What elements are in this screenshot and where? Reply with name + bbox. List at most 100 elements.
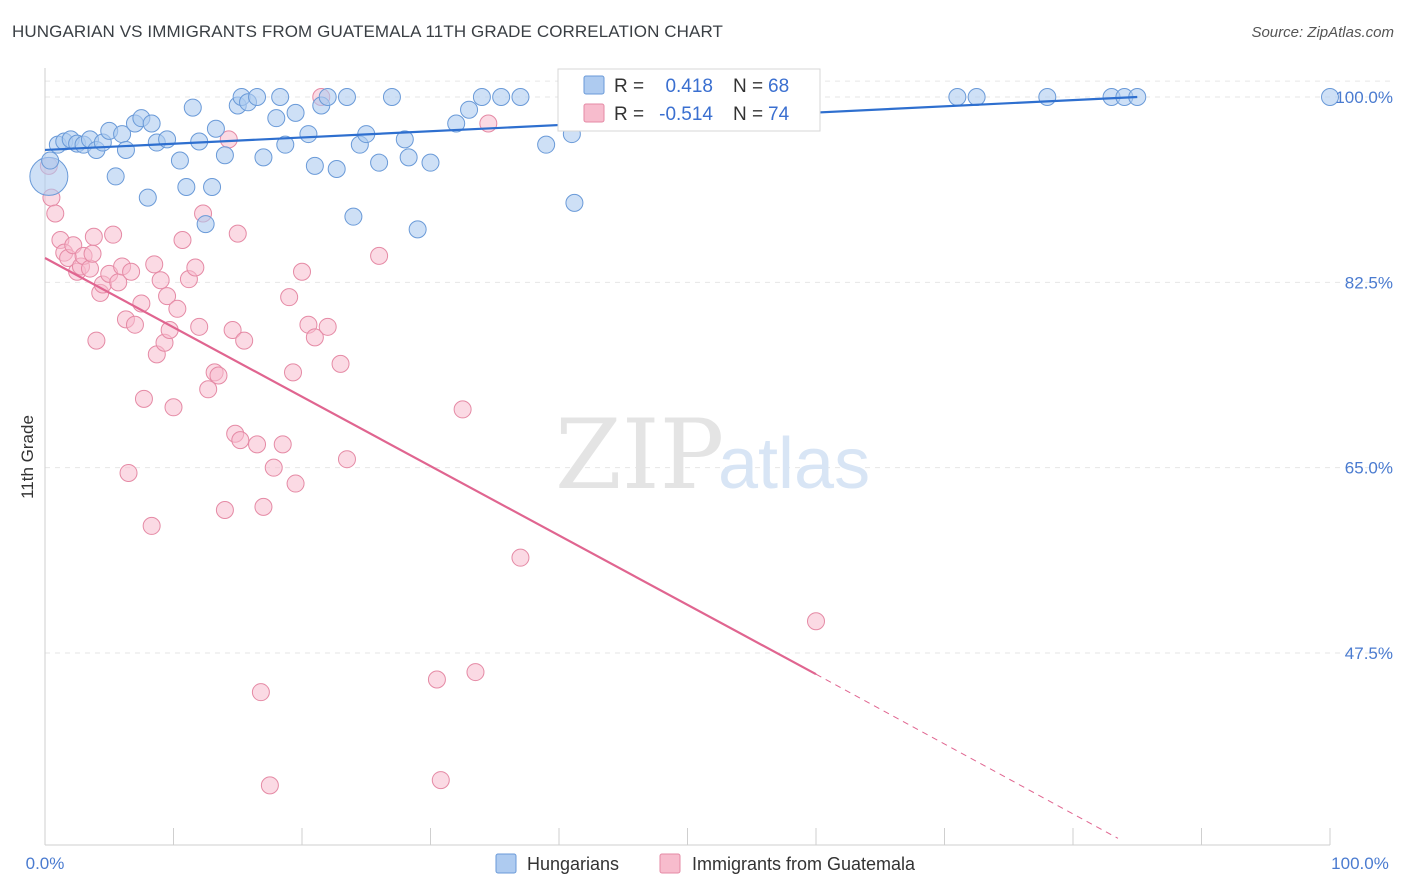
guatemala-point (228, 224, 247, 243)
hungarian-point (472, 88, 491, 106)
guatemala-point (337, 450, 356, 469)
guatemala-point (273, 435, 292, 454)
hungarian-point (337, 88, 356, 106)
hungarian-point (344, 207, 363, 226)
legend-swatch-guatemala (659, 853, 681, 874)
guatemala-point (254, 497, 273, 516)
hungarian-point (967, 88, 986, 106)
hungarian-point (267, 109, 286, 128)
guatemala-point (46, 204, 65, 223)
guatemala-point (215, 501, 234, 520)
guatemala-point (104, 225, 123, 244)
guatemala-point (427, 670, 446, 689)
guatemala-point (286, 474, 305, 493)
y-tick-label: 47.5% (1345, 644, 1393, 663)
hungarian-point (41, 151, 60, 170)
hungarian-point (318, 88, 337, 106)
stats-r-label-hungarians: R = (614, 76, 644, 97)
guatemala-point (293, 262, 311, 281)
hungarian-point (382, 88, 401, 106)
stats-n-label-guatemala: N = (733, 104, 763, 125)
hungarian-point (421, 153, 440, 172)
hungarian-point (206, 119, 225, 138)
guatemala-point (370, 246, 389, 265)
guatemala-point (223, 320, 242, 339)
stats-n-label-hungarians: N = (733, 76, 763, 97)
guatemala-point (453, 400, 472, 419)
hungarian-points (29, 88, 1339, 239)
hungarian-point (170, 151, 189, 170)
stats-r-label-guatemala: R = (614, 104, 644, 125)
hungarian-point (183, 98, 202, 117)
hungarian-point (142, 114, 161, 133)
hungarian-point (460, 100, 479, 119)
hungarian-point (116, 140, 135, 159)
y-tick-labels: 100.0% 82.5% 65.0% 47.5% (1335, 88, 1393, 663)
guatemala-point (145, 255, 164, 274)
stats-n-value-hungarians: 68 (768, 76, 789, 97)
legend-label-hungarians: Hungarians (527, 854, 619, 874)
guatemala-point (87, 331, 106, 350)
hungarian-point (276, 135, 295, 154)
watermark-zip: ZIP (555, 399, 724, 511)
guatemala-point (807, 612, 825, 631)
guatemala-point (84, 227, 103, 246)
chart-title: HUNGARIAN VS IMMIGRANTS FROM GUATEMALA 1… (12, 22, 724, 41)
guatemala-point (511, 548, 530, 567)
stats-box: R = 0.418 N = 68 R = -0.514 N = 74 (557, 68, 821, 132)
hungarian-point (286, 103, 305, 122)
guatemala-point (260, 776, 279, 795)
hungarian-point (299, 125, 318, 144)
watermark: ZIP atlas (555, 399, 870, 511)
hungarian-point (948, 88, 967, 106)
guatemala-point (134, 389, 153, 408)
guatemala-point (125, 315, 144, 334)
guatemala-point (164, 398, 183, 417)
hungarian-point (537, 135, 556, 154)
hungarian-point (492, 88, 511, 106)
x-tick-label-max: 100.0% (1331, 854, 1389, 873)
guatemala-point (168, 299, 187, 318)
watermark-atlas: atlas (718, 424, 870, 504)
guatemala-point (119, 463, 138, 482)
hungarian-point (327, 160, 346, 179)
y-axis-label: 11th Grade (18, 415, 37, 499)
stats-n-value-guatemala: 74 (768, 104, 790, 125)
guatemala-point (158, 287, 177, 306)
guatemala-point (209, 366, 228, 385)
guatemala-point (280, 288, 299, 307)
y-tick-label: 100.0% (1335, 88, 1393, 107)
guatemala-point (122, 262, 141, 281)
hungarian-point (177, 178, 196, 197)
guatemala-point (190, 317, 209, 336)
hungarian-point (203, 178, 222, 197)
hungarian-point (565, 193, 584, 212)
hungarian-point (106, 167, 125, 186)
hungarian-point (399, 148, 418, 167)
guatemala-point (305, 328, 324, 347)
guatemala-point (151, 271, 170, 290)
hungarian-point (511, 88, 530, 106)
guatemala-point (235, 331, 254, 350)
hungarian-point (138, 188, 157, 207)
guatemala-point (248, 435, 267, 454)
guatemala-point (431, 771, 450, 790)
hungarian-point (1321, 88, 1339, 106)
legend-swatch-hungarians (495, 853, 517, 874)
guatemala-point (264, 458, 283, 477)
hungarian-point (305, 156, 324, 175)
guatemala-point (186, 258, 205, 277)
hungarian-point (370, 153, 389, 172)
guatemala-point (331, 354, 350, 373)
guatemala-point (142, 516, 161, 535)
hungarian-point (248, 88, 267, 106)
hungarian-point (271, 88, 290, 106)
stats-swatch-hungarians (583, 75, 605, 95)
stats-r-value-guatemala: -0.514 (659, 104, 713, 125)
hungarian-point (254, 148, 273, 167)
hungarian-point (1038, 88, 1057, 106)
stats-swatch-guatemala (583, 103, 605, 123)
guatemala-point (231, 431, 250, 450)
stats-r-value-hungarians: 0.418 (665, 76, 713, 97)
